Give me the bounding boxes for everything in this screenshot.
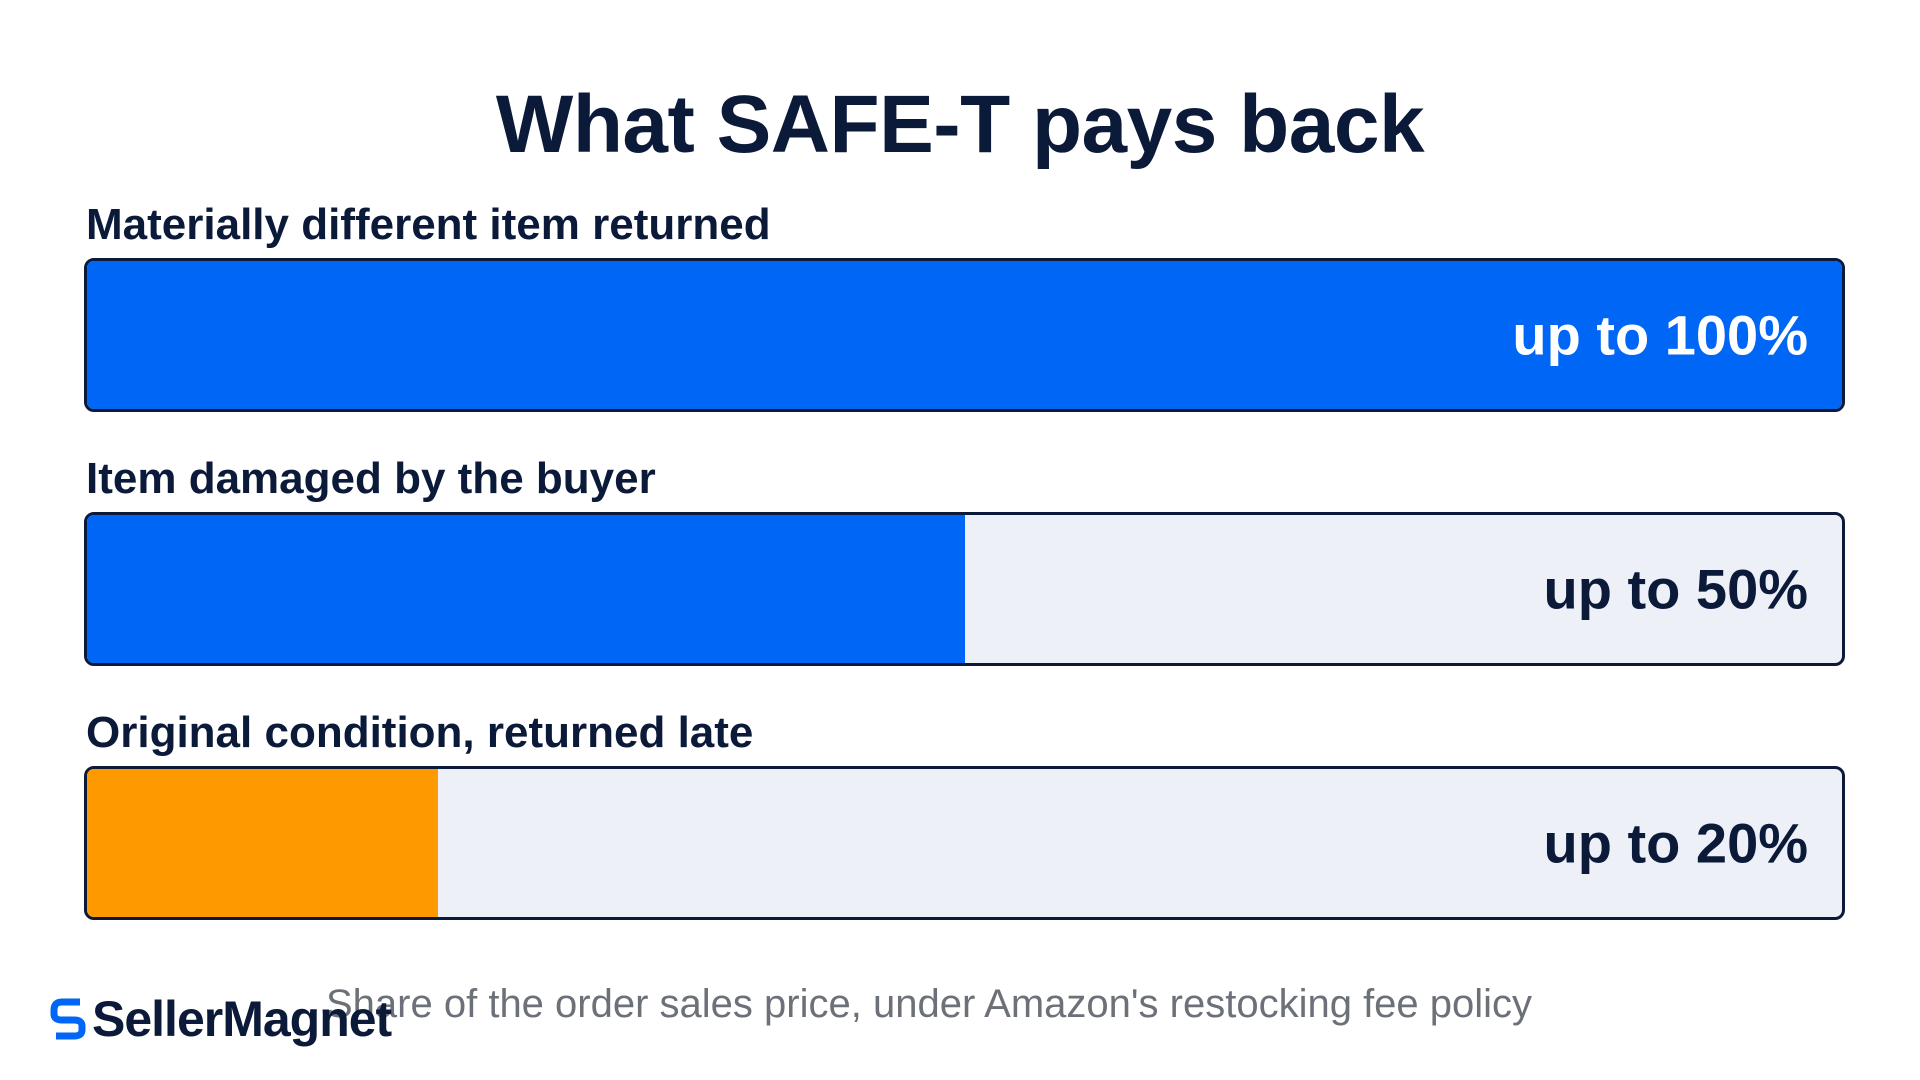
bar-track: up to 20%	[84, 766, 1845, 920]
value-label: up to 20%	[1543, 811, 1808, 875]
bar-track: up to 50%	[84, 512, 1845, 666]
bar	[87, 261, 1842, 409]
category-label: Item damaged by the buyer	[86, 454, 656, 503]
value-label: up to 50%	[1543, 557, 1808, 621]
bar	[87, 769, 438, 917]
category-label: Original condition, returned late	[86, 708, 754, 757]
footnote: Share of the order sales price, under Am…	[326, 982, 1533, 1026]
category-label: Materially different item returned	[86, 200, 771, 249]
brand-logo: SellerMagnet	[48, 984, 392, 1054]
value-label: up to 100%	[1512, 303, 1808, 367]
bar-track: up to 100%	[84, 258, 1845, 412]
s-logo-icon	[50, 998, 86, 1040]
chart-title: What SAFE-T pays back	[495, 79, 1425, 170]
brand-name: SellerMagnet	[92, 991, 392, 1047]
bar	[87, 515, 965, 663]
